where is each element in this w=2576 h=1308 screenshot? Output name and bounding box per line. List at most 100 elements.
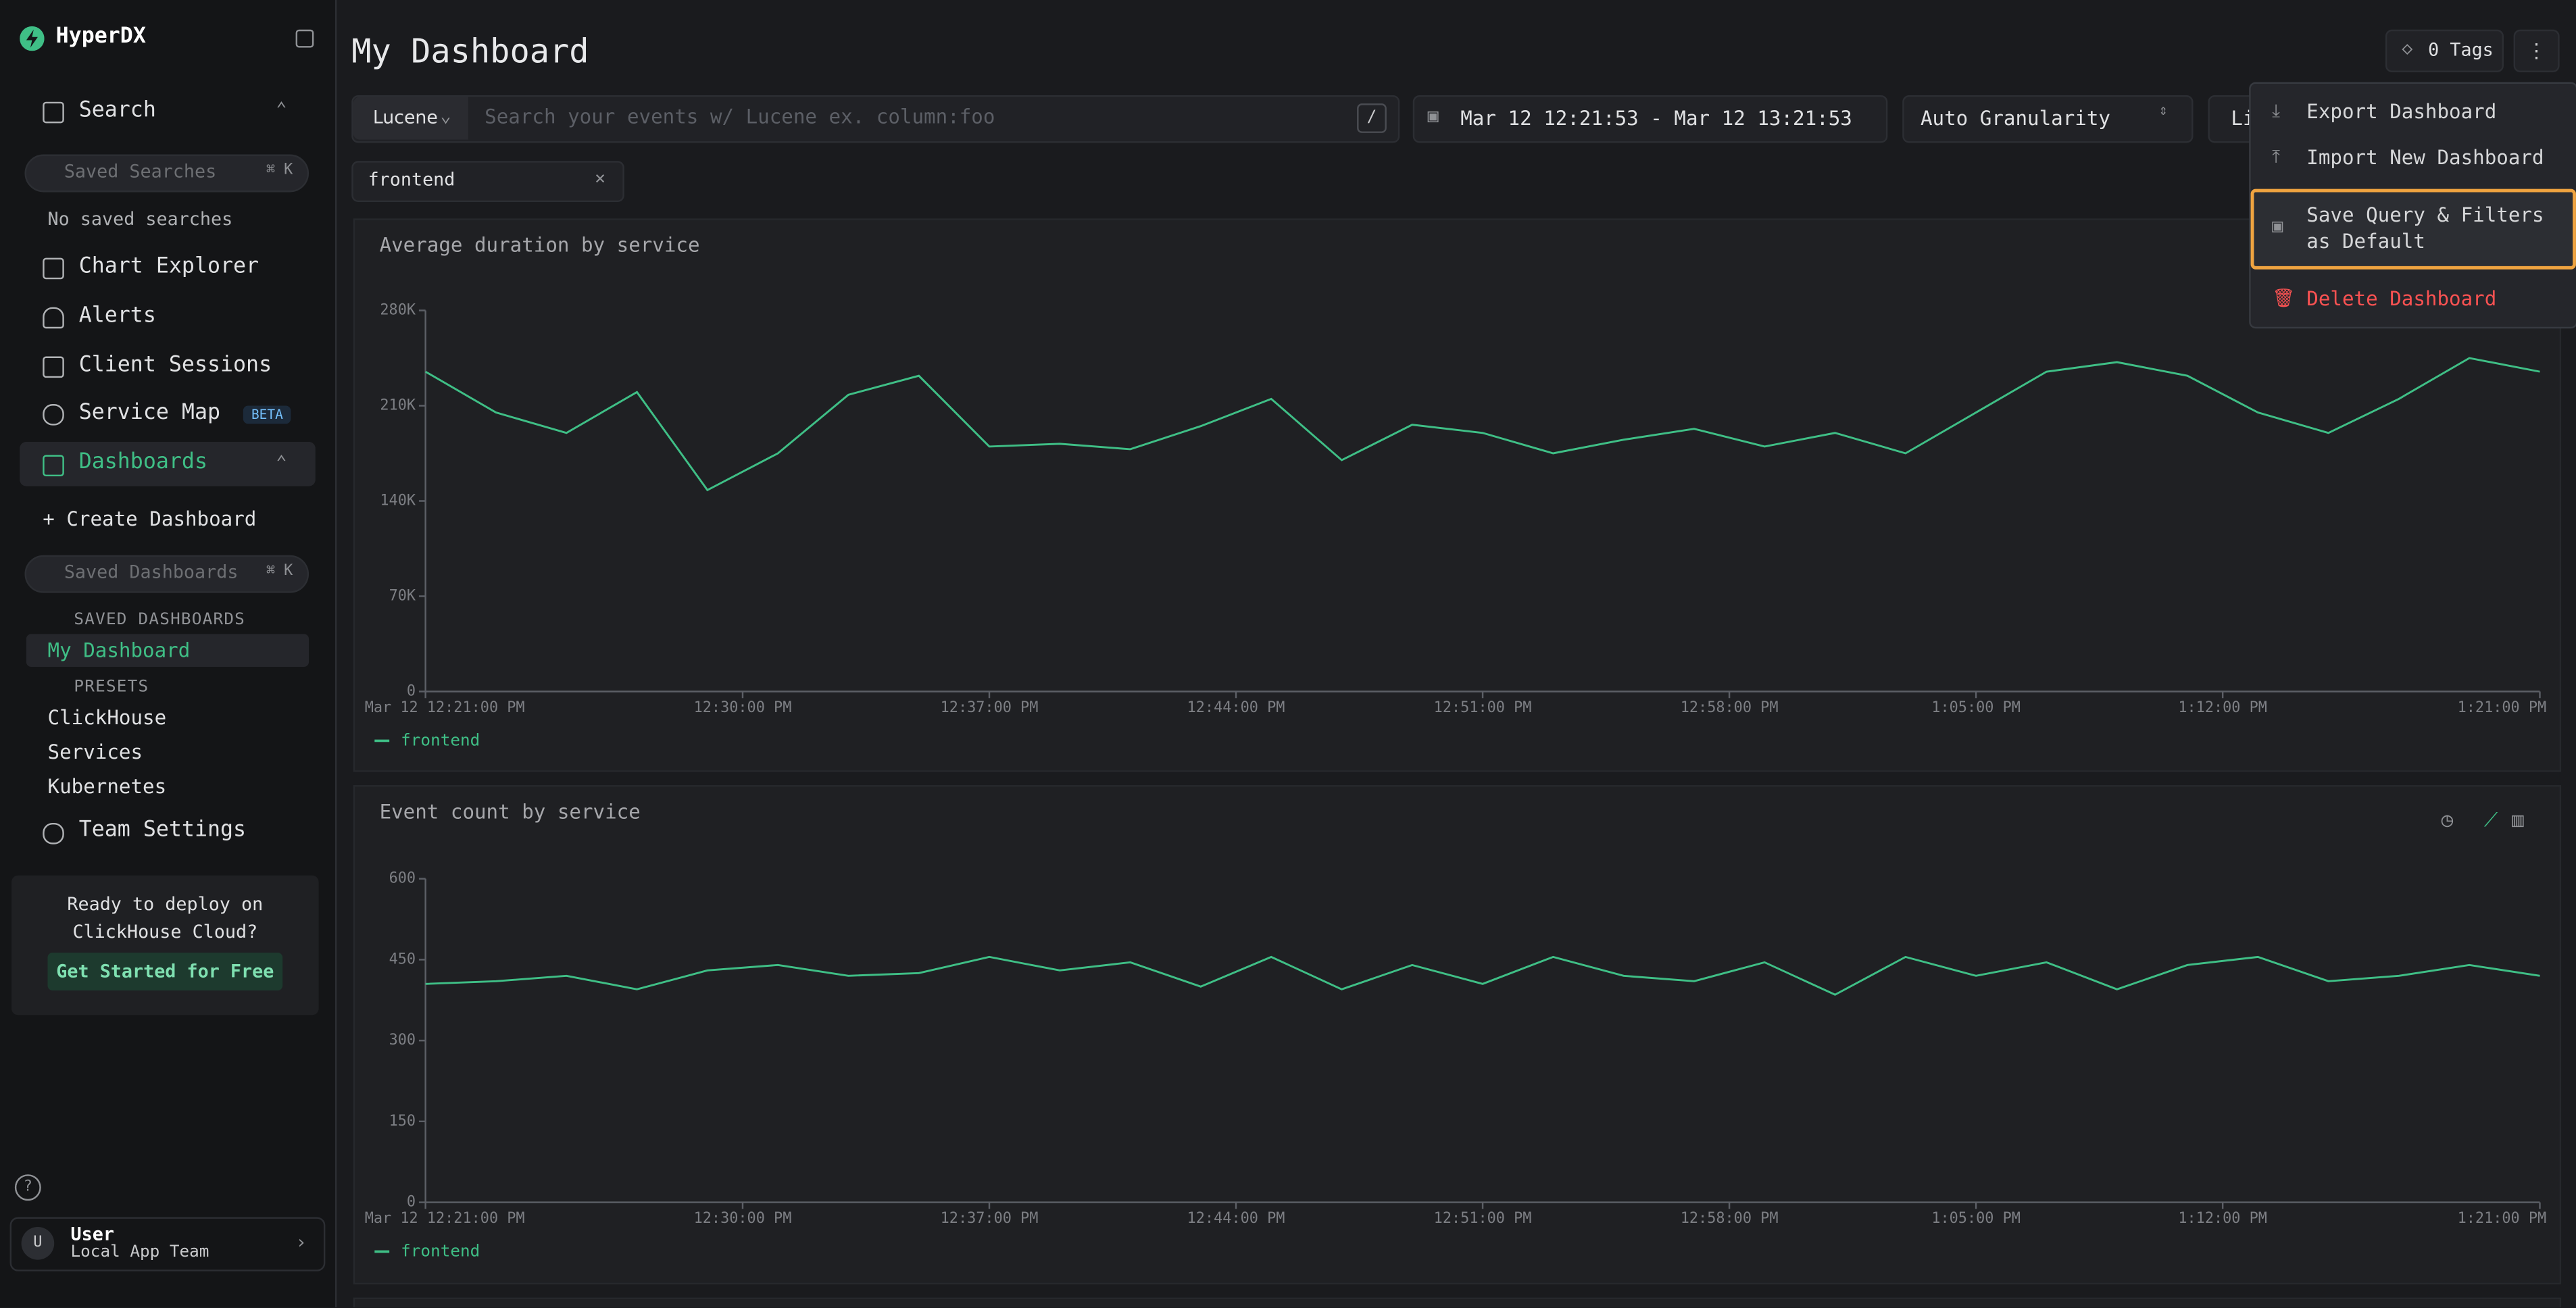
x-tick-label: 1:05:00 PM bbox=[1931, 1210, 2021, 1227]
tags-label: 0 Tags bbox=[2428, 39, 2494, 61]
user-team: Local App Team bbox=[71, 1243, 209, 1261]
dashboard-link[interactable]: My Dashboard bbox=[48, 639, 191, 662]
brand: HyperDX bbox=[56, 24, 146, 49]
icon bbox=[43, 455, 64, 476]
tag-icon: ◇ bbox=[2402, 38, 2412, 59]
chart: Average duration by service070K140K210K2… bbox=[355, 220, 2560, 770]
x-tick-label: 1:05:00 PM bbox=[1931, 699, 2021, 716]
slash-key: / bbox=[1357, 103, 1387, 133]
y-tick-label: 140K bbox=[380, 492, 416, 509]
shortcut: ⌘ K bbox=[266, 563, 293, 580]
nav-client-sessions[interactable]: Client Sessions bbox=[79, 353, 272, 378]
section-header[interactable]: PRESETS bbox=[74, 678, 149, 697]
select-arrows: ⇕ bbox=[2158, 103, 2167, 120]
x-tick-label: 12:37:00 PM bbox=[941, 699, 1039, 716]
nav-service-map[interactable]: Service Map bbox=[79, 401, 220, 425]
beta-badge: BETA bbox=[243, 405, 291, 424]
y-tick-label: 0 bbox=[407, 1194, 416, 1211]
icon bbox=[43, 404, 64, 426]
x-tick-label: Mar 12 12:21:00 PM bbox=[365, 1210, 525, 1227]
line-icon[interactable]: ⟋ bbox=[2484, 808, 2498, 832]
chevron[interactable]: ⌃ bbox=[276, 99, 287, 120]
nav-dashboards[interactable]: Dashboards bbox=[79, 450, 207, 474]
shortcut: ⌘ K bbox=[266, 163, 293, 179]
chart-title: Average duration by service bbox=[380, 234, 700, 257]
y-tick-label: 150 bbox=[389, 1113, 416, 1130]
menu-item[interactable]: Import New Dashboard bbox=[2306, 146, 2544, 169]
preset-link[interactable]: Kubernetes bbox=[48, 775, 167, 798]
y-tick-label: 0 bbox=[407, 682, 416, 699]
x-tick-label: 12:44:00 PM bbox=[1187, 1210, 1285, 1227]
chart-panel: Average duration by service070K140K210K2… bbox=[353, 218, 2561, 772]
chevron[interactable]: ⌃ bbox=[276, 452, 287, 474]
chart: Event count by service 0 150 300 450 600 Mar 1… bbox=[355, 786, 2560, 1282]
granularity: Auto Granularity bbox=[1921, 107, 2110, 130]
chevron: ⌄ bbox=[441, 105, 451, 127]
series-line bbox=[426, 957, 2540, 995]
x-tick-label: 12:44:00 PM bbox=[1187, 699, 1285, 716]
icon: 🗑 bbox=[2272, 287, 2295, 309]
language: Lucene bbox=[373, 107, 438, 128]
filter-label: frontend bbox=[368, 169, 455, 191]
x-tick-label: 12:51:00 PM bbox=[1434, 699, 1532, 716]
chart-title: Event count by service bbox=[380, 800, 641, 823]
menu-item[interactable]: Export Dashboard bbox=[2306, 100, 2496, 123]
x-tick-label: 1:21:00 PM bbox=[2458, 699, 2547, 716]
y-tick-label: 210K bbox=[380, 397, 416, 413]
x-tick-label: 12:30:00 PM bbox=[694, 699, 792, 716]
chevron: › bbox=[296, 1232, 307, 1253]
icon bbox=[43, 823, 64, 845]
time-icon[interactable]: ◷ bbox=[2442, 808, 2454, 831]
empty-note: No saved searches bbox=[48, 209, 233, 230]
promo-button[interactable]: Get Started for Free bbox=[48, 953, 283, 990]
sidebar: HyperDX Search ⌃ Saved Searches ⌘ K No s… bbox=[0, 0, 337, 1307]
legend-label: frontend bbox=[401, 1240, 480, 1260]
preset-link[interactable]: ClickHouse bbox=[48, 706, 167, 729]
x-tick-label: 12:30:00 PM bbox=[694, 1210, 792, 1227]
search-icon bbox=[43, 102, 64, 124]
collapse-button[interactable] bbox=[296, 30, 314, 48]
icon: ⤓ bbox=[2272, 100, 2280, 123]
menu-item[interactable]: Save Query & Filters as Default bbox=[2306, 202, 2561, 255]
placeholder: Saved Searches bbox=[64, 161, 216, 182]
series-line bbox=[426, 358, 2540, 490]
promo-text: Ready to deploy on ClickHouse Cloud? bbox=[20, 890, 310, 947]
icon bbox=[43, 307, 64, 329]
remove-filter[interactable]: × bbox=[595, 168, 605, 189]
menu-button[interactable]: ⋮ bbox=[2514, 30, 2560, 72]
dropdown-menu: ⤓ Export Dashboard ⤒ Import New Dashboar… bbox=[2249, 82, 2576, 329]
x-tick-label: 1:12:00 PM bbox=[2178, 1210, 2267, 1227]
x-tick-label: 12:58:00 PM bbox=[1681, 1210, 1779, 1227]
search-placeholder: Search your events w/ Lucene ex. column:… bbox=[485, 105, 995, 128]
section-header[interactable]: SAVED DASHBOARDS bbox=[74, 611, 245, 629]
calendar-icon: ▣ bbox=[1428, 105, 1439, 127]
x-tick-label: 12:51:00 PM bbox=[1434, 1210, 1532, 1227]
avatar: U bbox=[22, 1227, 55, 1260]
chart-panel bbox=[353, 1298, 2561, 1308]
x-tick-label: 12:58:00 PM bbox=[1681, 699, 1779, 716]
y-tick-label: 600 bbox=[389, 870, 416, 887]
preset-link[interactable]: Services bbox=[48, 740, 143, 763]
icon bbox=[43, 258, 64, 280]
nav-chart-explorer[interactable]: Chart Explorer bbox=[79, 255, 259, 279]
x-tick-label: Mar 12 12:21:00 PM bbox=[365, 699, 525, 716]
logo bbox=[20, 26, 44, 51]
nav-alerts[interactable]: Alerts bbox=[79, 304, 156, 328]
help-button[interactable]: ? bbox=[15, 1174, 41, 1201]
bar-icon[interactable]: ▥ bbox=[2512, 808, 2524, 831]
chart-panel: Event count by service 0 150 300 450 600 Mar 1… bbox=[353, 785, 2561, 1284]
nav-team-settings[interactable]: Team Settings bbox=[79, 818, 246, 842]
icon: ⤒ bbox=[2272, 146, 2280, 169]
time-range: Mar 12 12:21:53 - Mar 12 13:21:53 bbox=[1460, 107, 1852, 130]
nav-search[interactable]: Search bbox=[79, 99, 156, 123]
y-tick-label: 300 bbox=[389, 1032, 416, 1049]
y-tick-label: 450 bbox=[389, 951, 416, 967]
y-tick-label: 70K bbox=[389, 587, 416, 604]
x-tick-label: 1:12:00 PM bbox=[2178, 699, 2267, 716]
menu-item[interactable]: Delete Dashboard bbox=[2306, 287, 2496, 310]
icon: ▣ bbox=[2272, 215, 2283, 236]
create-dashboard[interactable]: + Create Dashboard bbox=[43, 507, 256, 530]
placeholder: Saved Dashboards bbox=[64, 561, 239, 583]
